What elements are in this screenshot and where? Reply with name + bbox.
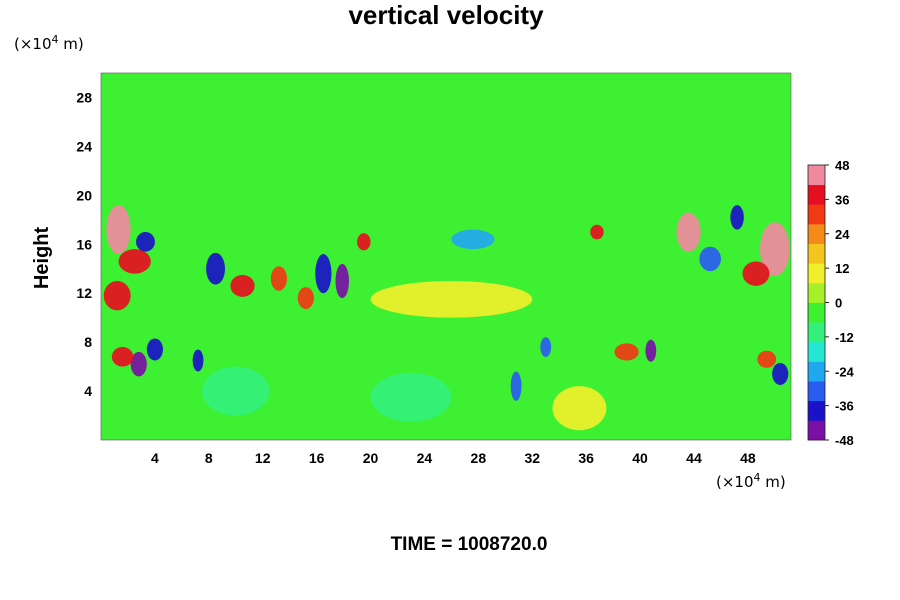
y-tick-label: 24	[76, 138, 92, 154]
colorbar-tick-label: 36	[835, 192, 849, 207]
colorbar-tick-label: 24	[835, 227, 850, 242]
x-tick-label: 20	[363, 450, 379, 466]
colorbar-segment	[808, 282, 825, 303]
field-feature-17	[540, 337, 552, 357]
colorbar-segment	[808, 420, 825, 441]
field-feature-25	[742, 261, 770, 286]
field-feature-7	[206, 252, 225, 285]
x-tick-label: 40	[632, 450, 648, 466]
plot-frame	[100, 72, 792, 441]
colorbar-segment	[808, 400, 825, 421]
x-tick-label: 36	[578, 450, 594, 466]
field-feature-10	[270, 266, 287, 291]
field-feature-33	[101, 97, 290, 171]
x-tick-label: 28	[471, 450, 487, 466]
field-feature-8	[192, 349, 204, 372]
chart-title: vertical velocity	[348, 0, 544, 30]
field-feature-19	[645, 339, 657, 362]
field-feature-26	[772, 362, 789, 385]
field-feature-18	[590, 224, 604, 240]
colorbar-segment	[808, 184, 825, 205]
colorbar-segment	[808, 165, 825, 186]
colorbar: 48 36 24 12 0 -12 -24 -36 -48	[807, 158, 855, 448]
y-ticks: 4 8 12 16 20 24 28	[76, 89, 92, 399]
field-feature-12	[335, 263, 349, 299]
field-feature-28	[370, 372, 452, 422]
x-tick-label: 12	[255, 450, 271, 466]
field-feature-15	[451, 229, 495, 250]
x-ticks: 4 8 12 16 20 24 28 32 36 40 44 48	[151, 450, 756, 466]
field-feature-29	[552, 386, 607, 431]
time-label: TIME = 1008720.0	[391, 534, 548, 555]
colorbar-segment	[808, 263, 825, 284]
y-tick-label: 28	[76, 89, 92, 105]
colorbar-tick-label: -12	[835, 330, 854, 345]
field-feature-24	[760, 222, 790, 277]
y-tick-label: 16	[76, 236, 92, 252]
field-feature-4	[111, 347, 134, 367]
colorbar-tick-label: -24	[835, 364, 855, 379]
field-feature-5	[136, 232, 155, 252]
colorbar-segment	[808, 341, 825, 362]
x-tick-label: 44	[686, 450, 702, 466]
field-feature-11	[315, 254, 332, 294]
colorbar-segment	[808, 223, 825, 244]
colorbar-tick-label: 48	[835, 158, 849, 173]
field-feature-6	[146, 338, 163, 361]
plot-area	[101, 97, 790, 431]
y-axis-label: Height	[31, 227, 53, 290]
colorbar-tick-label: -48	[835, 433, 854, 448]
colorbar-segment	[808, 243, 825, 264]
field-feature-13	[297, 287, 314, 310]
field-feature-0	[106, 205, 131, 255]
colorbar-segment	[808, 361, 825, 382]
field-feature-21	[676, 212, 701, 252]
colorbar-segment	[808, 381, 825, 402]
field-feature-3	[130, 351, 147, 377]
field-feature-23	[730, 205, 744, 230]
x-axis-unit: (×104 m)	[716, 471, 786, 491]
colorbar-segment	[808, 302, 825, 323]
x-tick-label: 48	[740, 450, 756, 466]
x-tick-label: 16	[309, 450, 325, 466]
y-tick-label: 12	[76, 285, 92, 301]
y-tick-label: 4	[84, 383, 92, 399]
field-feature-30	[202, 366, 270, 416]
x-tick-label: 4	[151, 450, 159, 466]
x-tick-label: 24	[417, 450, 433, 466]
field-feature-32	[370, 280, 533, 318]
x-tick-label: 8	[205, 450, 213, 466]
field-feature-31	[653, 354, 735, 416]
field-feature-27	[757, 350, 777, 368]
field-feature-16	[510, 371, 522, 401]
field-feature-20	[614, 343, 639, 361]
field-feature-2	[103, 280, 131, 311]
field-feature-9	[230, 274, 255, 297]
y-tick-label: 20	[76, 187, 92, 203]
x-tick-label: 32	[524, 450, 540, 466]
colorbar-segment	[808, 322, 825, 343]
colorbar-tick-label: -36	[835, 399, 854, 414]
colorbar-tick-label: 12	[835, 261, 849, 276]
field-feature-1	[118, 249, 151, 274]
colorbar-segment	[808, 204, 825, 225]
field-feature-14	[357, 233, 371, 251]
y-tick-label: 8	[84, 334, 92, 350]
y-axis-unit: (×104 m)	[14, 33, 84, 53]
colorbar-tick-label: 0	[835, 296, 842, 311]
field-feature-22	[699, 246, 721, 272]
